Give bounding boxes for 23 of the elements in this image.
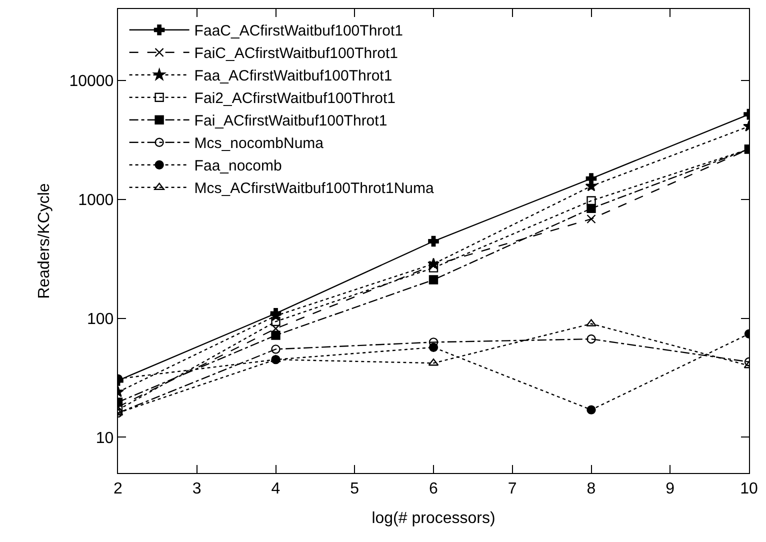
x-tick-label: 8 bbox=[586, 480, 596, 498]
x-tick-label: 10 bbox=[740, 480, 758, 498]
legend-label: Faa_ACfirstWaitbuf100Throt1 bbox=[194, 68, 392, 85]
legend-label: FaaC_ACfirstWaitbuf100Throt1 bbox=[194, 22, 404, 40]
legend-label: Fai2_ACfirstWaitbuf100Throt1 bbox=[194, 90, 396, 108]
legend-label: FaiC_ACfirstWaitbuf100Throt1 bbox=[194, 45, 398, 62]
y-axis-title: Readers/KCycle bbox=[36, 183, 54, 299]
y-tick-label: 1000 bbox=[78, 192, 114, 210]
legend-label: Faa_nocomb bbox=[194, 158, 282, 175]
y-tick-label: 10000 bbox=[69, 73, 114, 90]
y-tick-label: 10 bbox=[96, 430, 114, 447]
legend-label: Fai_ACfirstWaitbuf100Throt1 bbox=[194, 112, 388, 130]
legend-label: Mcs_ACfirstWaitbuf100Throt1Numa bbox=[194, 180, 434, 198]
x-tick-label: 7 bbox=[508, 480, 517, 498]
x-tick-label: 4 bbox=[271, 480, 280, 498]
x-tick-label: 5 bbox=[350, 480, 360, 498]
x-tick-label: 9 bbox=[666, 480, 675, 498]
legend-label: Mcs_nocombNuma bbox=[194, 135, 324, 152]
x-axis-title: log(# processors) bbox=[372, 510, 496, 527]
x-tick-label: 3 bbox=[192, 480, 202, 498]
y-tick-label: 100 bbox=[86, 310, 114, 328]
x-tick-label: 6 bbox=[429, 480, 438, 498]
x-tick-label: 2 bbox=[114, 480, 123, 498]
